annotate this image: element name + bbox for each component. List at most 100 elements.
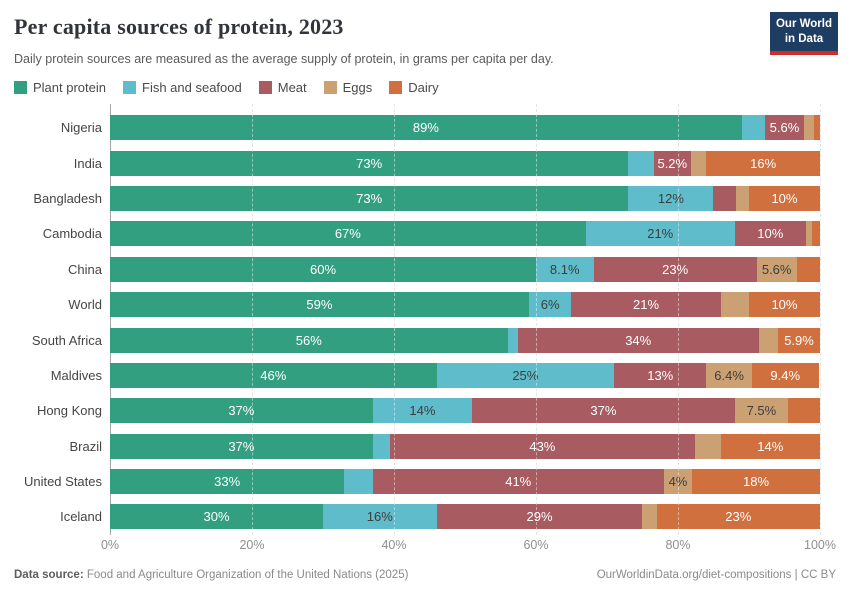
chart-footer: Data source: Food and Agriculture Organi… [14, 569, 836, 581]
bar-segment-eggs[interactable] [758, 327, 779, 353]
chart-row-brazil: Brazil 37% 43% 14% [0, 429, 850, 464]
bar-segment-meat[interactable]: 34% [517, 327, 759, 353]
bar-segment-dairy[interactable]: 10% [748, 292, 820, 318]
chart-row-united-states: United States 33% 41% 4% 18% [0, 464, 850, 499]
bar-value-label: 14% [409, 403, 436, 419]
bar-segment-eggs[interactable]: 5.6% [756, 256, 797, 282]
bar-segment-dairy[interactable]: 16% [706, 150, 820, 176]
bar-value-label: 23% [662, 261, 689, 277]
bar-segment-meat[interactable]: 5.2% [653, 150, 691, 176]
bar-track: 67% 21% 10% [110, 221, 820, 247]
bar-segment-eggs[interactable] [642, 504, 657, 530]
bar-segment-meat[interactable]: 21% [571, 292, 721, 318]
legend-swatch-icon [323, 81, 337, 94]
license-badge: CC BY [800, 569, 836, 581]
bar-segment-dairy[interactable] [813, 115, 820, 141]
bar-segment-plant-protein[interactable]: 60% [110, 256, 536, 282]
bar-segment-fish-and-seafood[interactable] [344, 469, 373, 495]
legend-label: Fish and seafood [142, 80, 242, 95]
owid-logo-line1: Our World [775, 18, 832, 30]
bar-segment-dairy[interactable]: 14% [720, 433, 820, 459]
bar-segment-dairy[interactable]: 5.9% [778, 327, 820, 353]
x-axis-tick-label: 100% [804, 538, 836, 552]
country-label: United States [23, 474, 102, 490]
x-axis-tick-label: 60% [523, 538, 549, 552]
bar-segment-eggs[interactable] [805, 221, 813, 247]
bar-value-label: 41% [505, 474, 532, 490]
bar-segment-plant-protein[interactable]: 37% [110, 433, 373, 459]
bar-segment-plant-protein[interactable]: 46% [110, 362, 437, 388]
bar-value-label: 12% [657, 190, 684, 206]
legend-item-plant-protein[interactable]: Plant protein [14, 80, 106, 95]
legend-item-meat[interactable]: Meat [258, 80, 307, 95]
chart-row-south-africa: South Africa 56% 34% 5.9% [0, 322, 850, 357]
bar-segment-fish-and-seafood[interactable]: 14% [372, 398, 473, 424]
bar-segment-eggs[interactable] [736, 185, 749, 211]
bar-segment-plant-protein[interactable]: 59% [110, 292, 529, 318]
bar-segment-meat[interactable]: 29% [436, 504, 643, 530]
bar-segment-fish-and-seafood[interactable]: 16% [323, 504, 437, 530]
bar-segment-fish-and-seafood[interactable] [628, 150, 654, 176]
legend-label: Dairy [408, 80, 439, 95]
bar-segment-dairy[interactable] [796, 256, 820, 282]
gridline [252, 104, 253, 535]
bar-value-label: 30% [203, 509, 230, 525]
bar-segment-eggs[interactable] [804, 115, 814, 141]
bar-segment-meat[interactable]: 5.6% [764, 115, 805, 141]
bar-segment-dairy[interactable] [788, 398, 820, 424]
bar-value-label: 16% [366, 509, 393, 525]
bar-segment-plant-protein[interactable]: 56% [110, 327, 508, 353]
bar-segment-eggs[interactable] [690, 150, 707, 176]
bar-segment-plant-protein[interactable]: 30% [110, 504, 323, 530]
bar-segment-meat[interactable]: 13% [614, 362, 707, 388]
bar-segment-fish-and-seafood[interactable]: 6% [528, 292, 572, 318]
bar-segment-eggs[interactable] [720, 292, 749, 318]
bar-segment-fish-and-seafood[interactable]: 21% [585, 221, 735, 247]
legend-item-dairy[interactable]: Dairy [389, 80, 439, 95]
legend-item-eggs[interactable]: Eggs [323, 80, 373, 95]
bar-segment-plant-protein[interactable]: 33% [110, 469, 345, 495]
chart-row-nigeria: Nigeria 89% 5.6% [0, 110, 850, 145]
bar-segment-meat[interactable] [713, 185, 737, 211]
owid-logo[interactable]: Our World in Data [770, 12, 838, 55]
bar-segment-eggs[interactable]: 6.4% [706, 362, 752, 388]
bar-segment-meat[interactable]: 41% [372, 469, 664, 495]
bar-value-label: 10% [771, 297, 798, 313]
bar-segment-eggs[interactable]: 7.5% [734, 398, 789, 424]
bar-segment-dairy[interactable] [812, 221, 820, 247]
bar-segment-plant-protein[interactable]: 37% [110, 398, 373, 424]
bar-segment-dairy[interactable]: 18% [692, 469, 820, 495]
legend-label: Eggs [342, 80, 373, 95]
legend-item-fish-and-seafood[interactable]: Fish and seafood [123, 80, 242, 95]
x-axis-tick-label: 0% [100, 538, 120, 552]
bar-segment-fish-and-seafood[interactable] [507, 327, 518, 353]
bar-segment-meat[interactable]: 43% [389, 433, 696, 459]
bar-segment-dairy[interactable]: 9.4% [751, 362, 819, 388]
bar-segment-eggs[interactable] [695, 433, 721, 459]
country-label: Bangladesh [33, 190, 102, 206]
bar-segment-fish-and-seafood[interactable]: 12% [628, 185, 714, 211]
data-source-text: Food and Agriculture Organization of the… [86, 569, 409, 581]
gridline [536, 104, 537, 535]
owid-link[interactable]: OurWorldinData.org/diet-compositions [596, 569, 792, 581]
bar-segment-fish-and-seafood[interactable] [372, 433, 390, 459]
bar-segment-meat[interactable]: 23% [593, 256, 757, 282]
bar-value-label: 34% [625, 332, 652, 348]
bar-segment-fish-and-seafood[interactable] [741, 115, 765, 141]
bar-segment-plant-protein[interactable]: 73% [110, 150, 629, 176]
bar-value-label: 43% [529, 438, 556, 454]
bar-segment-dairy[interactable]: 23% [656, 504, 820, 530]
bar-segment-plant-protein[interactable]: 89% [110, 115, 742, 141]
bar-segment-plant-protein[interactable]: 67% [110, 221, 586, 247]
bar-value-label: 73% [356, 190, 383, 206]
bar-segment-fish-and-seafood[interactable]: 25% [436, 362, 615, 388]
bar-segment-meat[interactable]: 10% [734, 221, 806, 247]
bar-track: 59% 6% 21% 10% [110, 292, 820, 318]
bar-value-label: 37% [228, 403, 255, 419]
bar-segment-eggs[interactable]: 4% [663, 469, 693, 495]
bar-segment-plant-protein[interactable]: 73% [110, 185, 629, 211]
bar-segment-fish-and-seafood[interactable]: 8.1% [536, 256, 594, 282]
bar-segment-meat[interactable]: 37% [472, 398, 735, 424]
bar-segment-dairy[interactable]: 10% [748, 185, 820, 211]
